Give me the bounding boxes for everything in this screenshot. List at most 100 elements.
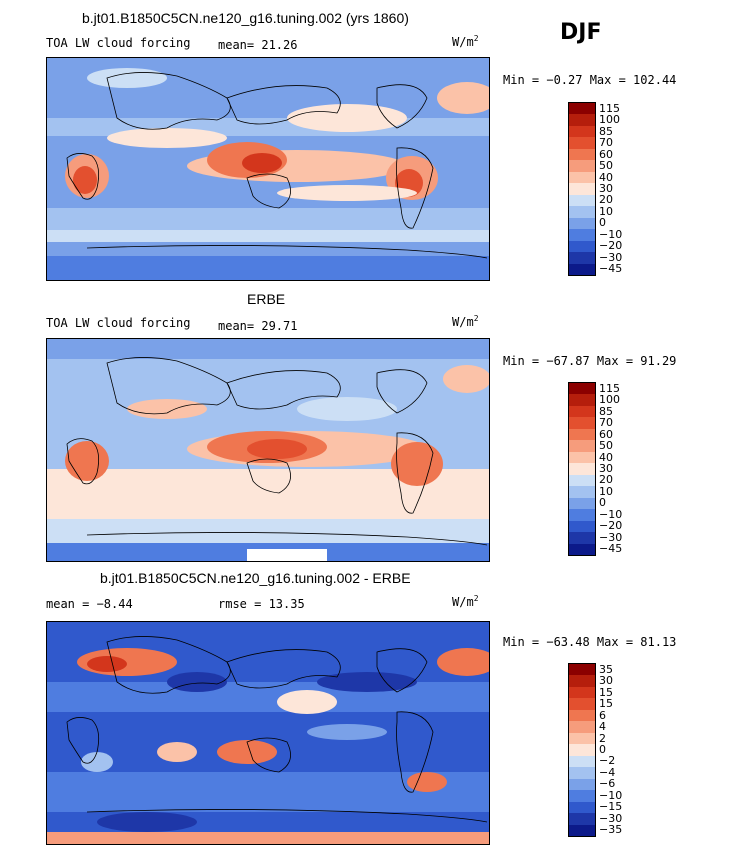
colorbar-tick-label: 50 — [599, 439, 613, 453]
colorbar-swatch — [569, 440, 595, 453]
colorbar-tick-label: −45 — [599, 542, 623, 556]
colorbar-swatch — [569, 686, 595, 699]
colorbar-swatch — [569, 532, 595, 545]
colorbar-tick-label: −30 — [599, 811, 623, 825]
panel1-map — [46, 57, 490, 281]
colorbar-swatch — [569, 114, 595, 127]
colorbar-tick-label: −15 — [599, 800, 623, 814]
colorbar-tick-label: 60 — [599, 427, 613, 441]
colorbar-tick-label: 115 — [599, 101, 620, 115]
colorbar-swatch — [569, 801, 595, 814]
colorbar-swatch — [569, 520, 595, 533]
colorbar-swatch — [569, 709, 595, 722]
panel2-variable: TOA LW cloud forcing — [46, 316, 191, 330]
colorbar-swatch — [569, 486, 595, 499]
colorbar-tick-label: 70 — [599, 416, 613, 430]
colorbar-tick-label: 30 — [599, 182, 613, 195]
colorbar-tick-label: 0 — [599, 216, 606, 230]
colorbar-swatch — [569, 721, 595, 734]
colorbar-swatch — [569, 171, 595, 184]
season-label: DJF — [560, 20, 602, 45]
colorbar-swatch — [569, 206, 595, 219]
colorbar-tick-label: 0 — [599, 743, 606, 756]
colorbar-tick-label: 10 — [599, 204, 613, 218]
colorbar-tick-label: −10 — [599, 788, 623, 802]
panel3-title: b.jt01.B1850C5CN.ne120_g16.tuning.002 - … — [100, 570, 411, 586]
colorbar-swatch — [569, 474, 595, 487]
colorbar-swatch — [569, 824, 595, 837]
panel2-colorbar: 115 100 85 70 60 50 40 30 20 10 0 −10 −20 −30 −45 — [568, 382, 622, 556]
colorbar-swatch — [569, 755, 595, 768]
panel1-title: b.jt01.B1850C5CN.ne120_g16.tuning.002 (y… — [82, 10, 409, 26]
colorbar-swatch — [569, 543, 595, 556]
colorbar-tick-label: 115 — [599, 381, 620, 395]
colorbar-swatch — [569, 744, 595, 757]
panel3-units: W/m2 — [452, 594, 479, 609]
panel2-map — [46, 338, 490, 562]
panel2-mean: mean= 29.71 — [218, 319, 298, 333]
colorbar-swatch — [569, 240, 595, 253]
colorbar-tick-label: −30 — [599, 530, 623, 544]
panel1-mean: mean= 21.26 — [218, 38, 298, 52]
colorbar-tick-label: 40 — [599, 450, 613, 464]
colorbar-swatch — [569, 497, 595, 510]
colorbar-swatch — [569, 383, 595, 395]
colorbar-tick-label: 60 — [599, 147, 613, 161]
colorbar-tick-label: 35 — [599, 662, 613, 676]
colorbar-tick-label: 2 — [599, 731, 606, 745]
colorbar-swatch — [569, 778, 595, 791]
panel3-rmse: rmse = 13.35 — [218, 597, 305, 611]
colorbar-swatch — [569, 698, 595, 711]
colorbar-tick-label: 85 — [599, 404, 613, 418]
colorbar-swatch — [569, 767, 595, 780]
colorbar-swatch — [569, 509, 595, 522]
panel3-mean: mean = −8.44 — [46, 597, 133, 611]
colorbar-tick-label: 100 — [599, 113, 620, 127]
colorbar-tick-label: −10 — [599, 227, 623, 241]
colorbar-tick-label: −45 — [599, 262, 623, 276]
panel1-units: W/m2 — [452, 34, 479, 49]
colorbar-swatch — [569, 463, 595, 476]
panel2-title: ERBE — [247, 291, 286, 307]
colorbar-swatch — [569, 813, 595, 826]
colorbar-tick-label: 40 — [599, 170, 613, 184]
colorbar-swatch — [569, 263, 595, 276]
colorbar-tick-label: 4 — [599, 720, 606, 734]
colorbar-tick-label: −10 — [599, 507, 623, 521]
colorbar-tick-label: −35 — [599, 823, 623, 837]
colorbar-swatch — [569, 664, 595, 676]
colorbar-swatch — [569, 183, 595, 196]
panel1-colorbar: 115 100 85 70 60 50 40 30 20 10 0 −10 −20 −30 −45 — [568, 102, 622, 276]
colorbar-swatch — [569, 217, 595, 230]
colorbar-swatch — [569, 148, 595, 161]
colorbar-swatch — [569, 252, 595, 265]
colorbar-tick-label: 10 — [599, 484, 613, 498]
panel1-variable: TOA LW cloud forcing — [46, 36, 191, 50]
colorbar-swatch — [569, 417, 595, 430]
colorbar-swatch — [569, 394, 595, 407]
colorbar-tick-label: 30 — [599, 462, 613, 475]
panel1-minmax: Min = −0.27 Max = 102.44 — [503, 73, 677, 87]
colorbar-tick-label: −20 — [599, 239, 623, 253]
colorbar-tick-label: 15 — [599, 697, 613, 711]
colorbar-swatch — [569, 194, 595, 207]
colorbar-swatch — [569, 451, 595, 464]
colorbar-swatch — [569, 790, 595, 803]
panel3-colorbar: 35 30 15 15 6 4 2 0 −2 −4 −6 −10 −15 −30 −35 — [568, 663, 622, 837]
colorbar-swatch — [569, 160, 595, 173]
colorbar-tick-label: −20 — [599, 519, 623, 533]
colorbar-tick-label: −6 — [599, 777, 616, 791]
colorbar-swatch — [569, 103, 595, 115]
panel2-minmax: Min = −67.87 Max = 91.29 — [503, 354, 677, 368]
colorbar-tick-label: −4 — [599, 765, 616, 779]
colorbar-swatch — [569, 137, 595, 150]
colorbar-tick-label: 6 — [599, 708, 606, 722]
colorbar-tick-label: 70 — [599, 136, 613, 150]
colorbar-tick-label: −2 — [599, 754, 616, 768]
colorbar-swatch — [569, 428, 595, 441]
colorbar-tick-label: −30 — [599, 250, 623, 264]
panel3-map — [46, 621, 490, 845]
colorbar-swatch — [569, 405, 595, 418]
panel2-map-svg — [47, 339, 489, 561]
colorbar-tick-label: 20 — [599, 193, 613, 207]
